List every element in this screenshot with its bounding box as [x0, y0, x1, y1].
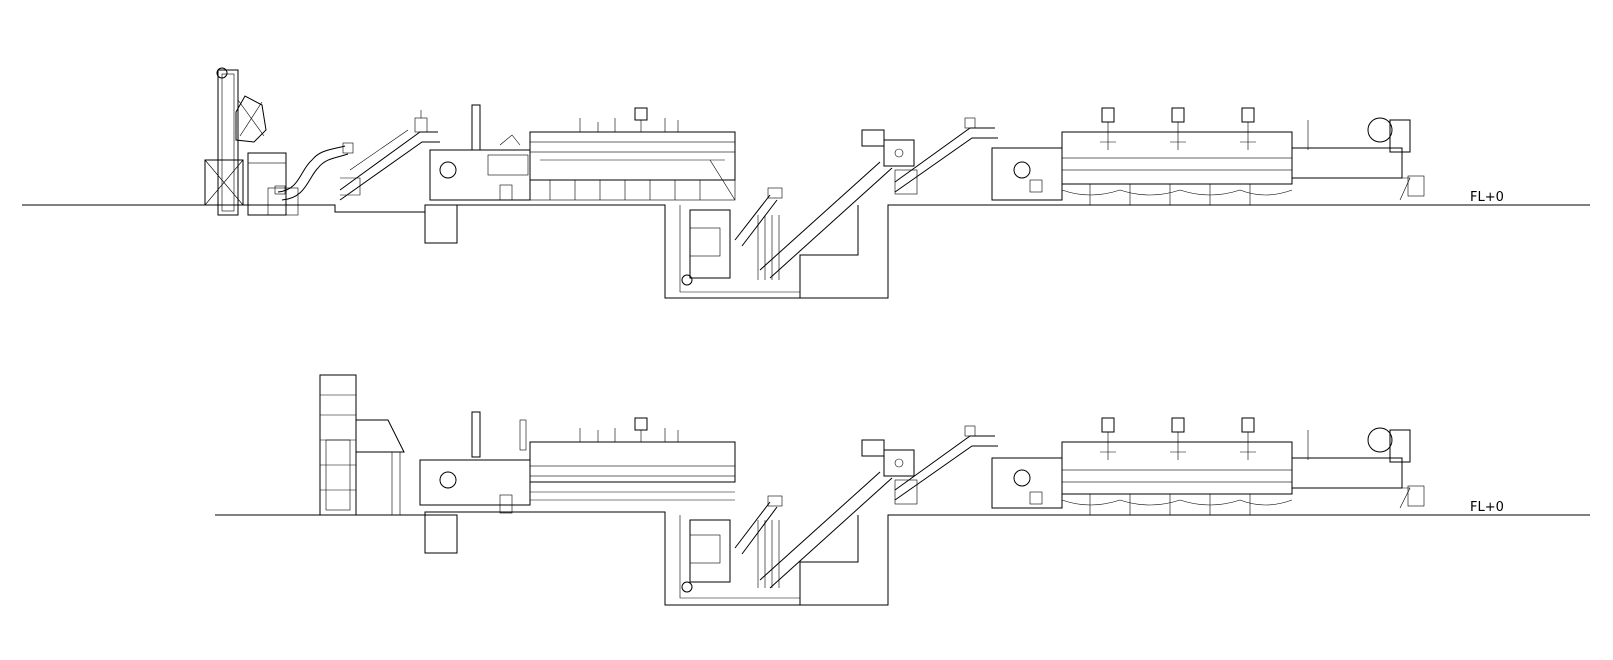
inclined-screw	[734, 495, 783, 588]
pit-pump	[681, 519, 731, 593]
s-conveyor-1	[274, 142, 354, 201]
sump-pit	[424, 204, 458, 244]
fryer-2	[1061, 107, 1309, 205]
fryer-2	[1061, 417, 1309, 515]
vertical-elevator	[204, 67, 267, 216]
elevation-bottom: FL+0	[215, 374, 1590, 606]
elevation-top: FL+0	[22, 67, 1590, 299]
floor-level-label-bottom: FL+0	[1470, 500, 1504, 515]
fryer-1	[529, 417, 736, 501]
pit-inner-wall	[679, 515, 800, 599]
cooler-blower	[1291, 117, 1425, 201]
tower-elevator	[319, 374, 405, 516]
floor-line	[215, 511, 1590, 606]
floor-line	[22, 204, 1590, 299]
distribution-unit	[991, 147, 1063, 201]
distribution-unit	[991, 457, 1063, 509]
pit-pump	[681, 209, 731, 286]
pit-discharge-conveyor	[759, 161, 893, 279]
pit-inner-wall	[679, 205, 800, 293]
pit-discharge-conveyor	[759, 471, 893, 589]
inclined-conveyor-2	[894, 117, 998, 195]
inclined-screw	[734, 187, 783, 280]
pit-step	[799, 205, 859, 298]
transfer-box	[861, 129, 885, 147]
transfer-box	[861, 439, 885, 457]
sump-pit	[424, 514, 458, 554]
fryer-1	[529, 107, 736, 201]
transfer-hopper	[883, 449, 915, 477]
washer	[429, 104, 531, 201]
inclined-conveyor	[894, 425, 998, 505]
cooler-blower	[1291, 427, 1425, 509]
tank	[247, 152, 299, 216]
pit-step	[799, 515, 859, 605]
inclined-conveyor-1	[339, 110, 440, 201]
washer	[419, 411, 531, 514]
floor-level-label-top: FL+0	[1470, 190, 1504, 205]
transfer-hopper	[883, 139, 915, 167]
